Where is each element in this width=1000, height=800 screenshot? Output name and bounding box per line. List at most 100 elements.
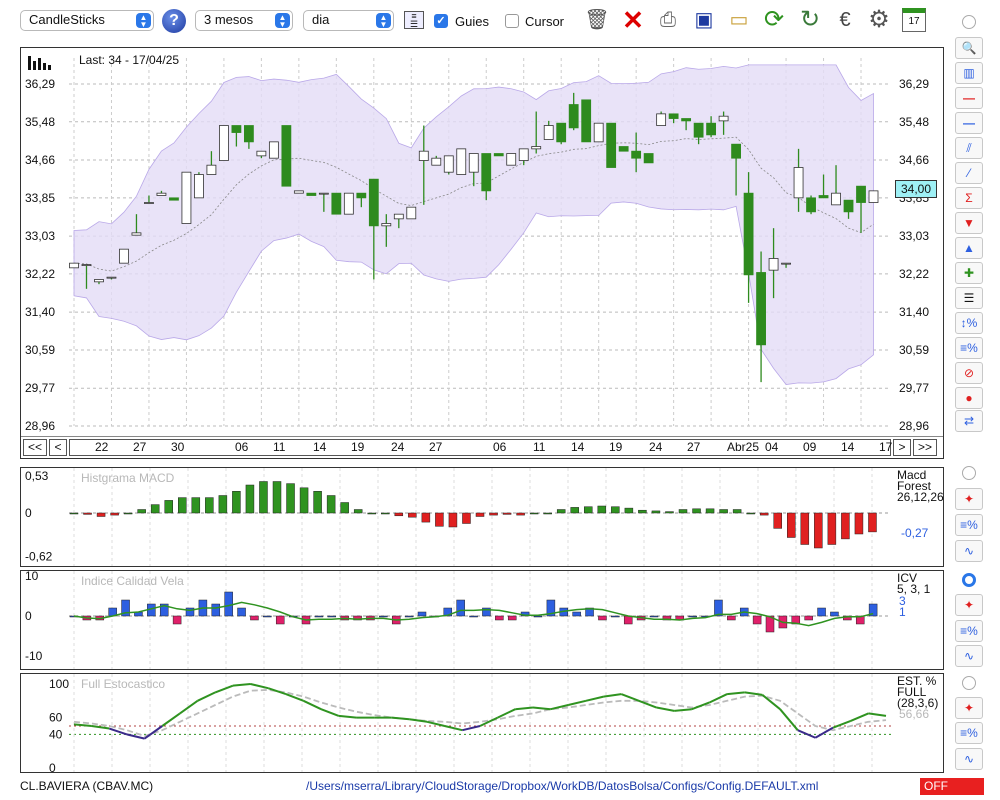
histogram-bar: [69, 512, 79, 515]
grid-icon[interactable]: ≡ ☰: [404, 11, 424, 29]
open-folder-icon[interactable]: ▭: [729, 9, 749, 31]
trash-icon[interactable]: 🗑: [584, 9, 610, 31]
histogram-bar: [286, 483, 295, 514]
histogram-bar: [830, 611, 839, 617]
histogram-bar: [448, 512, 458, 528]
candle-body: [119, 248, 129, 264]
histogram-bar: [417, 611, 427, 617]
record-icon[interactable]: ●: [955, 387, 983, 409]
lines-percent-icon[interactable]: ≡%: [955, 722, 983, 744]
candle-body: [256, 150, 267, 157]
chart-type-select[interactable]: CandleSticks ▲ ▼: [20, 10, 154, 31]
fib-icon[interactable]: Σ: [955, 187, 983, 209]
add-signal-icon[interactable]: ✚: [955, 262, 983, 284]
price-panel[interactable]: 36,2936,2935,4835,4834,6634,6633,8533,85…: [20, 47, 944, 459]
candle-body: [731, 143, 741, 159]
save-icon[interactable]: ▣: [694, 9, 714, 31]
candle-body: [456, 148, 467, 175]
histogram-bar: [597, 505, 607, 514]
curve-icon[interactable]: ∿: [955, 540, 983, 562]
help-button[interactable]: ?: [162, 9, 186, 33]
candle-body: [281, 125, 292, 187]
histogram-bar: [237, 607, 246, 617]
guides-checkbox[interactable]: ✓: [434, 14, 448, 28]
histogram-bar: [185, 607, 195, 617]
panel-radio-price[interactable]: [962, 15, 976, 29]
cursor-checkbox[interactable]: [505, 14, 519, 28]
swap-icon[interactable]: ⇄: [955, 410, 983, 432]
list-icon[interactable]: ☰: [955, 287, 983, 309]
bars-icon[interactable]: [27, 54, 55, 70]
candle-body: [756, 272, 766, 346]
curve-icon[interactable]: ∿: [955, 748, 983, 770]
histogram-bar: [662, 615, 672, 621]
hline-blue-icon[interactable]: —: [955, 112, 983, 134]
interval-select[interactable]: dia ▲ ▼: [303, 10, 394, 31]
refresh-icon[interactable]: ⟳: [763, 6, 785, 33]
nav-prev-button[interactable]: <: [49, 439, 67, 456]
stoch-k-line: [391, 716, 410, 721]
histogram-bar: [624, 507, 634, 514]
date-label: 04: [765, 440, 779, 454]
channel-icon[interactable]: ⫽: [955, 137, 983, 159]
hline-red-icon[interactable]: —: [955, 87, 983, 109]
stoch-k-line: [550, 704, 569, 711]
histogram-bar: [218, 495, 228, 514]
stoch-panel[interactable]: 100 60 40 0 Full Estocastico EST. % FULL (2…: [20, 673, 944, 773]
date-label: 19: [609, 440, 623, 454]
indicator-icon[interactable]: ▥: [955, 62, 983, 84]
candle-body: [643, 153, 654, 164]
gear-icon[interactable]: ⚙: [868, 6, 890, 33]
date-scroll[interactable]: [69, 439, 891, 456]
histogram-bar: [275, 615, 285, 625]
sync-icon[interactable]: ↻: [799, 6, 821, 33]
scale-percent-icon[interactable]: ↕%: [955, 312, 983, 334]
candle-body: [468, 153, 479, 173]
panel-radio-icv[interactable]: [962, 573, 976, 587]
nav-last-button[interactable]: >>: [913, 439, 937, 456]
curve-icon[interactable]: ∿: [955, 645, 983, 667]
histogram-bar: [773, 512, 782, 529]
print-icon[interactable]: ⎙: [660, 9, 676, 31]
candle-body: [743, 192, 754, 276]
candle-body: [518, 148, 529, 161]
nav-next-button[interactable]: >: [893, 439, 911, 456]
signals-icon[interactable]: ✦: [955, 488, 983, 510]
currency-icon[interactable]: €: [839, 9, 851, 31]
panel-radio-macd[interactable]: [962, 466, 976, 480]
histogram-bar: [381, 512, 390, 515]
candle-body: [618, 146, 629, 152]
lines-percent-icon[interactable]: ≡%: [955, 514, 983, 536]
delete-icon[interactable]: ✕: [622, 5, 644, 35]
y-tick: 10: [25, 571, 39, 583]
stop-icon[interactable]: ⊘: [955, 362, 983, 384]
histogram-bar: [263, 615, 272, 618]
period-select[interactable]: 3 mesos ▲ ▼: [195, 10, 293, 31]
candle-body: [169, 197, 179, 201]
zoom-icon[interactable]: 🔍: [955, 37, 983, 59]
lines-percent-icon[interactable]: ≡%: [955, 337, 983, 359]
arrow-up-icon[interactable]: ▲: [955, 237, 983, 259]
icv-panel[interactable]: 10 0 -10 Indice Calidad Vela ICV 5, 3, 1 3…: [20, 570, 944, 670]
candle-body: [806, 197, 816, 213]
panel-radio-stoch[interactable]: [962, 676, 976, 690]
arrow-down-icon[interactable]: ▼: [955, 212, 983, 234]
candle-body: [768, 258, 779, 271]
candle-body: [94, 279, 104, 283]
macd-panel[interactable]: 0,53 0 -0,62 Histgrama MACD Macd Forest 26…: [20, 467, 944, 567]
lines-percent-icon[interactable]: ≡%: [955, 620, 983, 642]
signals-icon[interactable]: ✦: [955, 594, 983, 616]
date-label: 06: [493, 440, 507, 454]
signals-icon[interactable]: ✦: [955, 697, 983, 719]
calendar-icon[interactable]: 17: [902, 8, 926, 32]
nav-first-button[interactable]: <<: [23, 439, 47, 456]
histogram-bar: [868, 512, 877, 533]
candle-body: [831, 192, 841, 206]
ticker-label: CL.BAVIERA (CBAV.MC): [20, 779, 154, 793]
config-path-link[interactable]: /Users/mserra/Library/CloudStorage/Dropb…: [306, 779, 819, 793]
y-tick-right: 31,40: [899, 305, 929, 319]
trendline-icon[interactable]: ⁄: [955, 162, 983, 184]
off-badge[interactable]: OFF: [920, 778, 984, 795]
candle-body: [194, 174, 204, 199]
candle-body: [131, 232, 142, 236]
